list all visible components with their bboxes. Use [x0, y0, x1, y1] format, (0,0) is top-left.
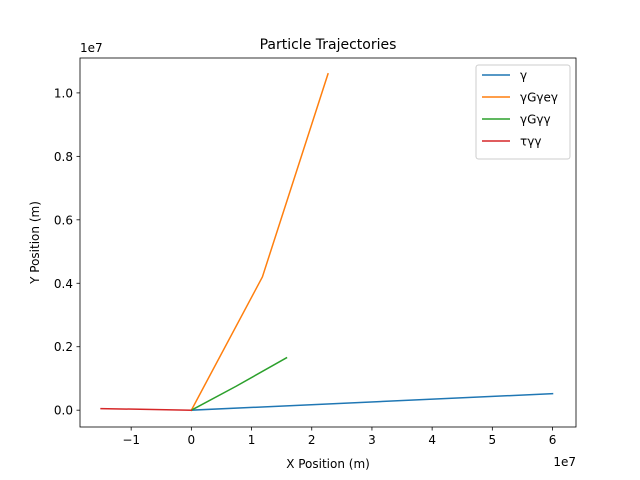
series-line-4 [100, 407, 193, 411]
y-axis-ticks: 0.0 0.2 0.4 0.6 0.8 1.0 [54, 86, 80, 418]
x-tick-label: 0 [188, 433, 196, 447]
legend-label-4: τγγ [520, 135, 541, 149]
x-tick-label: 6 [549, 433, 557, 447]
legend-label-1: γ [520, 69, 527, 83]
x-tick-label: 2 [308, 433, 316, 447]
y-tick-label: 0.8 [54, 150, 73, 164]
x-tick-label: 1 [248, 433, 256, 447]
x-tick-label: 4 [428, 433, 436, 447]
series-line-1 [190, 392, 554, 411]
x-tick-label: 5 [489, 433, 497, 447]
y-tick-label: 0.4 [54, 277, 73, 291]
legend: γ γGγeγ γGγγ τγγ [475, 64, 571, 160]
legend-frame [475, 64, 571, 160]
legend-label-2: γGγeγ [520, 91, 558, 105]
x-tick-label: −1 [122, 433, 140, 447]
series-line-3 [190, 356, 288, 412]
chart-title: Particle Trajectories [260, 37, 397, 53]
y-tick-label: 0.2 [54, 340, 73, 354]
legend-label-3: γGγγ [520, 113, 551, 127]
plot-frame [79, 57, 577, 428]
series-layer [100, 72, 554, 412]
y-tick-label: 0.0 [54, 404, 73, 418]
y-tick-label: 0.6 [54, 213, 73, 227]
x-tick-label: 3 [368, 433, 376, 447]
x-axis-label: X Position (m) [286, 457, 370, 471]
y-axis-label: Y Position (m) [28, 201, 42, 285]
y-tick-label: 1.0 [54, 86, 73, 100]
y-offset-label: 1e7 [80, 41, 103, 55]
x-offset-label: 1e7 [553, 455, 576, 469]
series-line-2 [190, 72, 329, 412]
x-axis-ticks: −1 0 1 2 3 4 5 6 [122, 427, 556, 447]
